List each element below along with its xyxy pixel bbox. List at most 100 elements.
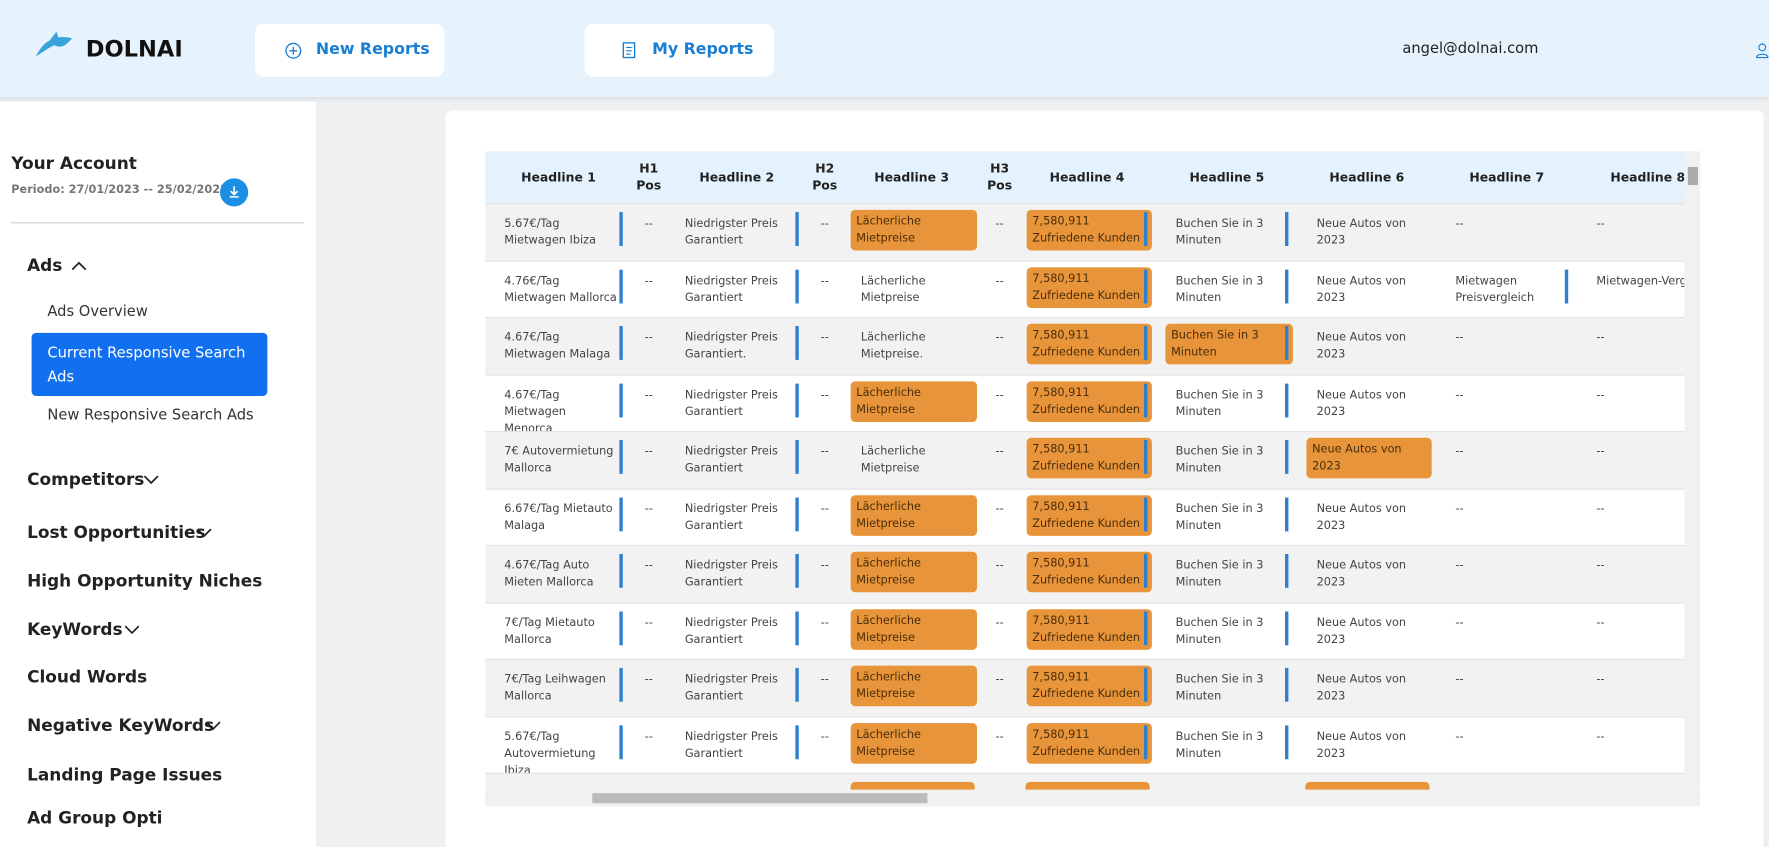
table-cell: -- bbox=[995, 217, 1004, 231]
table-cell: -- bbox=[644, 388, 653, 402]
nav-item[interactable]: Landing Page Issues bbox=[27, 764, 223, 786]
h-scrollbar[interactable] bbox=[485, 789, 1701, 807]
nav-item[interactable]: Negative KeyWords bbox=[27, 715, 215, 736]
ads-table: Headline 1 H1 Pos Headline 2 H2 Pos Headline… bbox=[485, 151, 1685, 790]
table-cell: -- bbox=[820, 616, 829, 629]
table-cell: -- bbox=[820, 502, 829, 516]
position-bar bbox=[619, 553, 623, 588]
table-cell: Niedrigster Preis Garantiert bbox=[684, 274, 778, 305]
table-cell: Neue Autos von 2023 bbox=[1316, 730, 1407, 760]
nav-item[interactable]: Competitors bbox=[27, 469, 145, 490]
column-header: Headline 6 bbox=[1329, 170, 1405, 186]
button-label: My Reports bbox=[652, 40, 754, 59]
highlighted-cell: 7,580,911 Zufriedene Kunden bbox=[1026, 551, 1152, 593]
table-cell: 7€ Autovermietung Mallorca bbox=[504, 445, 614, 475]
column-header: Headline 2 bbox=[699, 170, 775, 186]
table-cell: -- bbox=[1596, 331, 1605, 345]
position-bar bbox=[795, 553, 799, 588]
user-icon[interactable] bbox=[1755, 43, 1769, 59]
nav-ads[interactable]: Ads bbox=[27, 254, 63, 276]
chevron bbox=[143, 475, 159, 485]
table-cell: -- bbox=[995, 388, 1004, 402]
chevron bbox=[196, 528, 212, 538]
highlighted-cell: 7,580,911 Zufriedene Kunden bbox=[1026, 608, 1152, 650]
highlighted-cell: 7,580,911 Zufriedene Kunden bbox=[1026, 437, 1152, 479]
table-cell: -- bbox=[1596, 730, 1605, 743]
table-cell: Mietwagen-Vergleich Mallorca bbox=[1596, 274, 1685, 288]
highlighted-cell: 7,580,911 Zufriedene Kunden bbox=[1026, 209, 1152, 251]
table-cell: 6.67€/Tag Mietauto Malaga bbox=[504, 502, 613, 532]
table-cell: -- bbox=[1596, 217, 1605, 231]
position-bar bbox=[619, 383, 623, 417]
table-cell: Buchen Sie in 3 Minuten bbox=[1175, 616, 1264, 646]
table-cell: -- bbox=[995, 331, 1004, 345]
column-header: Headline 3 bbox=[874, 170, 949, 186]
position-bar bbox=[619, 667, 623, 702]
v-thumb[interactable] bbox=[1687, 166, 1698, 186]
position-bar bbox=[1143, 496, 1148, 531]
position-bar bbox=[795, 326, 799, 360]
nav-active[interactable]: Current Responsive Search Ads bbox=[31, 332, 268, 396]
h-thumb[interactable] bbox=[592, 793, 928, 804]
table-cell: -- bbox=[820, 388, 829, 402]
highlight bbox=[1025, 781, 1150, 790]
table-cell: -- bbox=[644, 559, 653, 572]
position-bar bbox=[1285, 439, 1289, 474]
table-cell: Niedrigster Preis Garantiert. bbox=[684, 331, 778, 362]
table-cell: -- bbox=[1455, 331, 1464, 345]
nav-sub[interactable]: Ads Overview bbox=[47, 303, 148, 321]
v-scrollbar[interactable] bbox=[1684, 151, 1701, 790]
table-cell: Buchen Sie in 3 Minuten bbox=[1175, 274, 1264, 305]
highlight bbox=[850, 781, 975, 790]
table-cell: Neue Autos von 2023 bbox=[1316, 217, 1407, 248]
nav-item[interactable]: Ad Group Opti bbox=[27, 807, 163, 829]
column-header: H2 Pos bbox=[812, 161, 838, 193]
table-cell: -- bbox=[644, 616, 653, 629]
column-header: Headline 4 bbox=[1049, 170, 1125, 186]
position-bar bbox=[1285, 269, 1289, 303]
logo-text: DOLNAI bbox=[85, 34, 183, 63]
table-cell: -- bbox=[644, 502, 653, 516]
table-cell: -- bbox=[1455, 445, 1464, 459]
highlighted-cell: Buchen Sie in 3 Minuten bbox=[1165, 323, 1293, 365]
table-cell: -- bbox=[1455, 217, 1464, 231]
nav-sub[interactable]: New Responsive Search Ads bbox=[47, 407, 254, 425]
highlighted-cell: Lächerliche Mietpreise bbox=[850, 209, 978, 251]
highlighted-cell: Lächerliche Mietpreise bbox=[850, 665, 978, 707]
table-cell: -- bbox=[1455, 730, 1464, 743]
download-button[interactable] bbox=[219, 178, 249, 207]
table-cell: Neue Autos von 2023 bbox=[1316, 673, 1407, 703]
table-cell: Buchen Sie in 3 Minuten bbox=[1175, 388, 1264, 418]
table-cell: -- bbox=[1596, 445, 1605, 459]
my-reports-button[interactable]: My Reports bbox=[584, 23, 774, 77]
table-cell: -- bbox=[1455, 388, 1464, 402]
table-cell: -- bbox=[1455, 502, 1464, 516]
table-cell: Niedrigster Preis Garantiert bbox=[684, 673, 778, 703]
period: Periodo: 27/01/2023 -- 25/02/2023 bbox=[11, 183, 228, 197]
top-bar: DOLNAI New Reports My Reports angel@doln… bbox=[0, 0, 1769, 98]
position-bar bbox=[619, 439, 623, 474]
table-cell: -- bbox=[820, 673, 829, 686]
table-cell: -- bbox=[1596, 673, 1605, 686]
user-email[interactable]: angel@dolnai.com bbox=[1402, 40, 1539, 58]
position-bar bbox=[1143, 667, 1148, 702]
highlight bbox=[1305, 781, 1430, 790]
table-cell: 4.76€/Tag Mietwagen Mallorca bbox=[504, 274, 617, 305]
nav-item[interactable]: High Opportunity Niches bbox=[27, 570, 263, 592]
highlighted-cell: 7,580,911 Zufriedene Kunden bbox=[1026, 665, 1152, 707]
table-cell: Buchen Sie in 3 Minuten bbox=[1175, 673, 1264, 703]
table-cell: 4.67€/Tag Auto Mieten Mallorca bbox=[504, 559, 594, 589]
position-bar bbox=[1285, 610, 1289, 645]
table-cell: Lächerliche Mietpreise. bbox=[860, 331, 926, 362]
nav-item[interactable]: Lost Opportunities bbox=[27, 522, 206, 543]
table-cell: Niedrigster Preis Garantiert bbox=[684, 616, 778, 646]
nav-item[interactable]: Cloud Words bbox=[27, 666, 148, 688]
new-reports-button[interactable]: New Reports bbox=[254, 23, 445, 77]
position-bar bbox=[795, 269, 799, 303]
table-cell: -- bbox=[820, 559, 829, 572]
account-title: Your Account bbox=[11, 153, 137, 174]
position-bar bbox=[1285, 496, 1289, 531]
table-cell: 5.67€/Tag Autovermietung Ibiza bbox=[504, 730, 596, 777]
nav-item[interactable]: KeyWords bbox=[27, 619, 123, 640]
position-bar bbox=[795, 383, 799, 417]
